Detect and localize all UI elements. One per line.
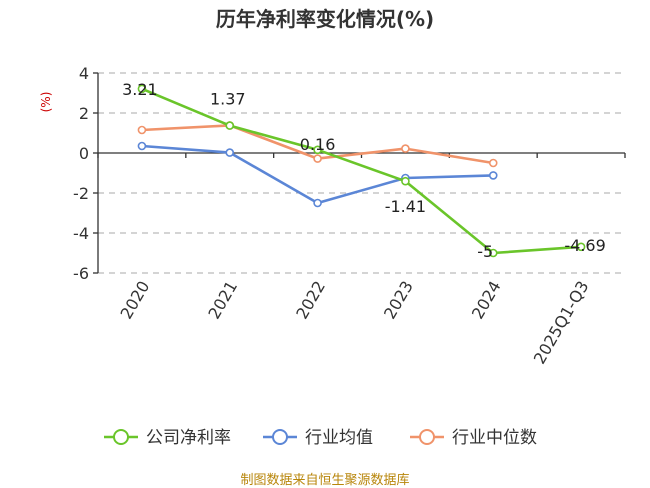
series-line — [141, 87, 582, 255]
data-point — [313, 145, 322, 155]
legend-label: 公司净利率 — [146, 428, 231, 448]
legend: 公司净利率 行业均值 行业中位数 — [104, 428, 537, 448]
source-note: 制图数据来自恒生聚源数据库 — [240, 472, 409, 488]
x-tick-label: 2020 — [117, 278, 154, 323]
x-tick-label: 2021 — [204, 278, 241, 323]
data-point — [225, 148, 235, 157]
data-label: -4.69 — [564, 236, 605, 255]
data-point — [137, 141, 147, 151]
data-point — [488, 158, 498, 168]
y-tick-label: 4 — [79, 64, 89, 83]
x-tick-label: 2022 — [292, 278, 329, 323]
y-tick-labels: 4 2 0 -2 -4 -6 — [73, 64, 89, 283]
data-point — [576, 242, 586, 252]
data-point — [225, 121, 235, 130]
series-group — [137, 84, 586, 258]
legend-label: 行业中位数 — [452, 428, 537, 448]
y-tick-label: 0 — [79, 144, 89, 163]
legend-label: 行业均值 — [305, 428, 373, 448]
data-labels: 3.21 1.37 0.16 -1.41 -5 -4.69 — [122, 80, 606, 261]
data-point — [488, 248, 498, 258]
data-label: 1.37 — [210, 90, 246, 109]
y-tick-label: 2 — [79, 104, 89, 123]
data-point — [137, 125, 147, 135]
data-point — [137, 84, 147, 94]
y-axis-unit: (%) — [39, 92, 53, 113]
data-label: -5 — [477, 242, 493, 261]
y-tick-label: -2 — [73, 184, 89, 203]
data-point — [401, 176, 410, 186]
y-tick-label: -6 — [73, 264, 89, 283]
x-tick-label: 2023 — [380, 278, 417, 323]
data-point — [488, 171, 498, 180]
y-tick-label: -4 — [73, 224, 89, 243]
legend-swatch-marker — [272, 429, 288, 445]
x-tick-label: 2025Q1-Q3 — [530, 278, 593, 368]
legend-swatch-marker — [419, 429, 435, 445]
data-point — [313, 198, 322, 208]
data-point — [313, 154, 322, 163]
data-label: -1.41 — [385, 197, 426, 216]
legend-swatch-marker — [113, 429, 129, 445]
data-label: 3.21 — [122, 80, 158, 99]
x-tick-labels: 2020 2021 2022 2023 2024 2025Q1-Q3 — [117, 278, 593, 368]
x-tick-label: 2024 — [468, 278, 505, 323]
chart-title: 历年净利率变化情况(%) — [216, 7, 434, 31]
data-label: 0.16 — [300, 135, 336, 154]
data-point — [401, 144, 410, 153]
